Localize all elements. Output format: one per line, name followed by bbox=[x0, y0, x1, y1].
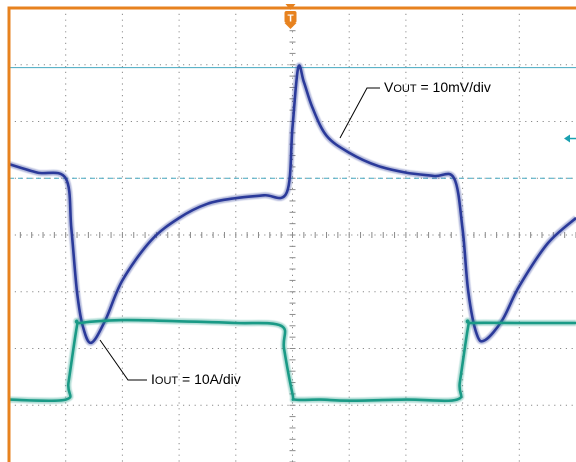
annotation-leader-iout bbox=[99, 339, 147, 381]
series-vout-point bbox=[546, 242, 549, 245]
series-vout-point bbox=[467, 290, 470, 293]
series-vout-point bbox=[64, 177, 67, 180]
series-vout-point bbox=[461, 228, 464, 231]
series-iout-point bbox=[76, 325, 78, 327]
series-iout-point bbox=[294, 398, 297, 401]
series-vout-point bbox=[475, 333, 478, 336]
series-vout-point bbox=[453, 177, 455, 180]
series-vout-point bbox=[206, 202, 209, 205]
series-vout-point bbox=[405, 171, 407, 174]
annotation-label-vout: VOUT = 10mV/div bbox=[384, 79, 491, 95]
trigger-pointer-icon bbox=[284, 23, 297, 29]
series-iout-point bbox=[67, 381, 70, 384]
series-iout-point bbox=[456, 398, 458, 401]
series-vout-point bbox=[518, 285, 521, 287]
annotations: VOUT = 10mV/div IOUT = 10A/div bbox=[99, 79, 491, 387]
series-iout-point bbox=[320, 398, 322, 401]
series-iout-point bbox=[235, 322, 237, 324]
series-vout-point bbox=[348, 151, 351, 154]
series-vout-point bbox=[311, 106, 314, 109]
series-iout-point bbox=[518, 322, 521, 324]
series-vout-point bbox=[291, 126, 294, 128]
series-iout-point bbox=[405, 398, 407, 401]
series-vout-point bbox=[484, 339, 487, 341]
series-vout-point bbox=[178, 217, 180, 219]
series-vout-point bbox=[297, 66, 299, 69]
series-vout-point bbox=[433, 175, 436, 177]
series-iout-point bbox=[79, 322, 81, 324]
series-vout-point bbox=[36, 171, 39, 174]
channel-arrow-icon bbox=[564, 134, 570, 143]
series-vout-point bbox=[76, 290, 78, 293]
series-vout-point bbox=[149, 239, 152, 242]
series-vout-point bbox=[376, 164, 379, 167]
trigger-label: T bbox=[287, 14, 293, 25]
series-iout-point bbox=[458, 381, 461, 384]
series-vout-point bbox=[286, 191, 288, 194]
series-vout-point bbox=[235, 197, 237, 199]
annotation-label-iout: IOUT = 10A/div bbox=[151, 371, 241, 387]
channel-marker bbox=[564, 134, 576, 143]
series-iout-point bbox=[64, 398, 67, 401]
series-iout-point bbox=[467, 325, 470, 327]
series-iout-point bbox=[348, 399, 351, 402]
waveforms bbox=[8, 62, 576, 404]
plot-frame bbox=[7, 6, 576, 462]
series-vout-point bbox=[121, 279, 124, 282]
series-iout-point bbox=[283, 347, 285, 350]
annotation-leader-vout bbox=[339, 87, 380, 139]
series-iout-point bbox=[291, 393, 294, 395]
series-vout-point bbox=[303, 80, 305, 83]
trigger-badge bbox=[284, 11, 297, 23]
series-iout-point bbox=[280, 325, 282, 327]
series-iout-point bbox=[178, 320, 180, 323]
series-vout-point bbox=[70, 228, 73, 231]
series-vout-point bbox=[325, 134, 328, 137]
series-iout-point bbox=[470, 322, 472, 324]
series-vout-point bbox=[263, 194, 265, 197]
series-iout-point bbox=[121, 319, 124, 321]
series-vout-point bbox=[90, 342, 93, 344]
